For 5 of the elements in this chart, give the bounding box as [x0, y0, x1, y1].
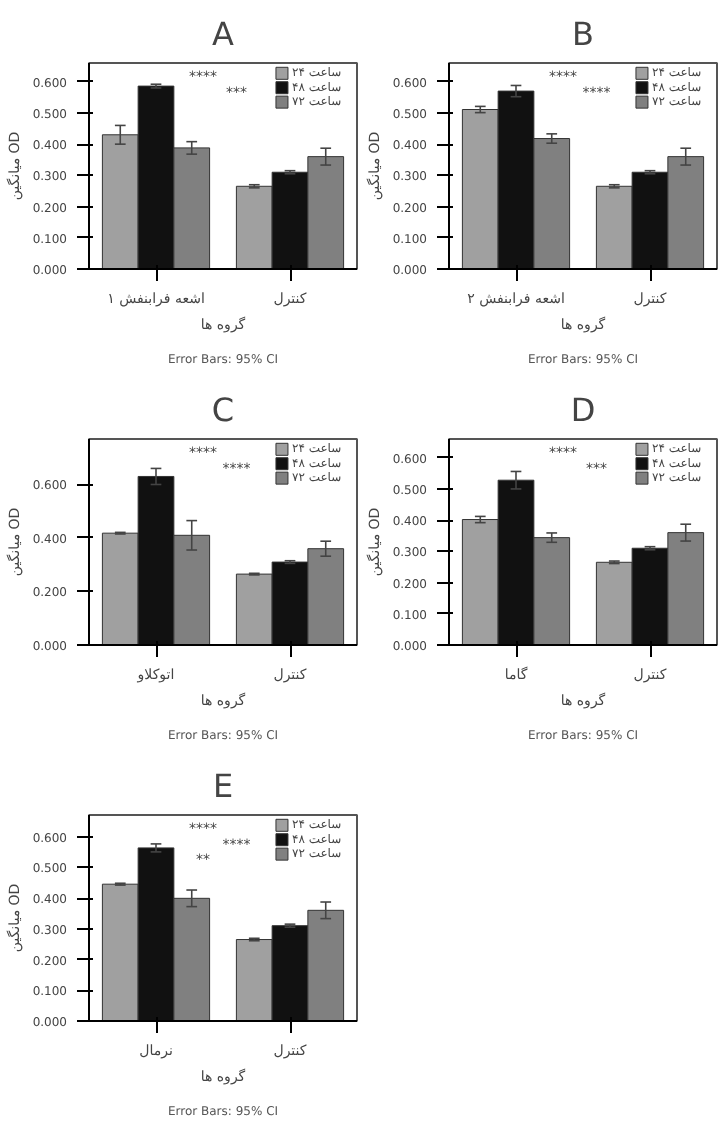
- chart-title: C: [211, 391, 235, 429]
- chart-title: A: [212, 15, 235, 53]
- chart-title: B: [572, 15, 594, 53]
- chart-title: E: [212, 767, 234, 805]
- chart-title: D: [570, 391, 596, 429]
